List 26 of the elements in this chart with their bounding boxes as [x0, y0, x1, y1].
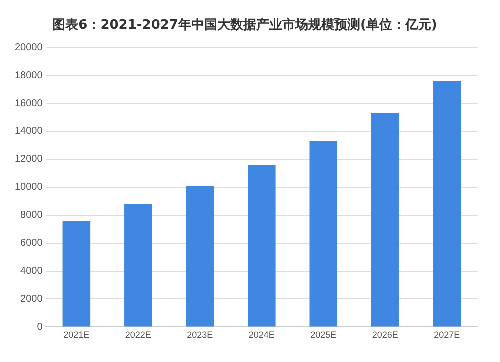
bar — [433, 81, 462, 327]
bar — [124, 204, 152, 327]
bar — [371, 113, 400, 327]
bar — [62, 220, 91, 327]
y-tick-label: 18000 — [14, 70, 44, 82]
y-tick-label: 4000 — [20, 266, 44, 278]
bar — [248, 165, 276, 327]
y-tick-label: 2000 — [20, 294, 44, 305]
x-tick-label: 2024E — [248, 330, 275, 340]
y-tick-label: 0 — [37, 322, 44, 333]
x-tick-label: 2025E — [310, 330, 337, 340]
y-tick-label: 12000 — [14, 154, 44, 166]
bar — [310, 141, 338, 327]
y-tick-label: 8000 — [20, 210, 44, 222]
x-tick-label: 2021E — [64, 330, 90, 340]
bar — [186, 186, 214, 327]
y-tick-label: 14000 — [14, 126, 44, 138]
x-tick-label: 2026E — [372, 330, 398, 340]
x-tick-label: 2022E — [125, 330, 152, 340]
chart-title: 图表6：2021-2027年中国大数据产业市场规模预测(单位：亿元) — [52, 17, 438, 34]
y-tick-label: 10000 — [14, 182, 44, 194]
x-tick-label: 2023E — [187, 330, 214, 340]
y-tick-label: 6000 — [20, 238, 44, 250]
y-tick-label: 20000 — [14, 42, 44, 54]
y-tick-label: 16000 — [14, 98, 44, 110]
x-tick-label: 2027E — [434, 330, 460, 340]
